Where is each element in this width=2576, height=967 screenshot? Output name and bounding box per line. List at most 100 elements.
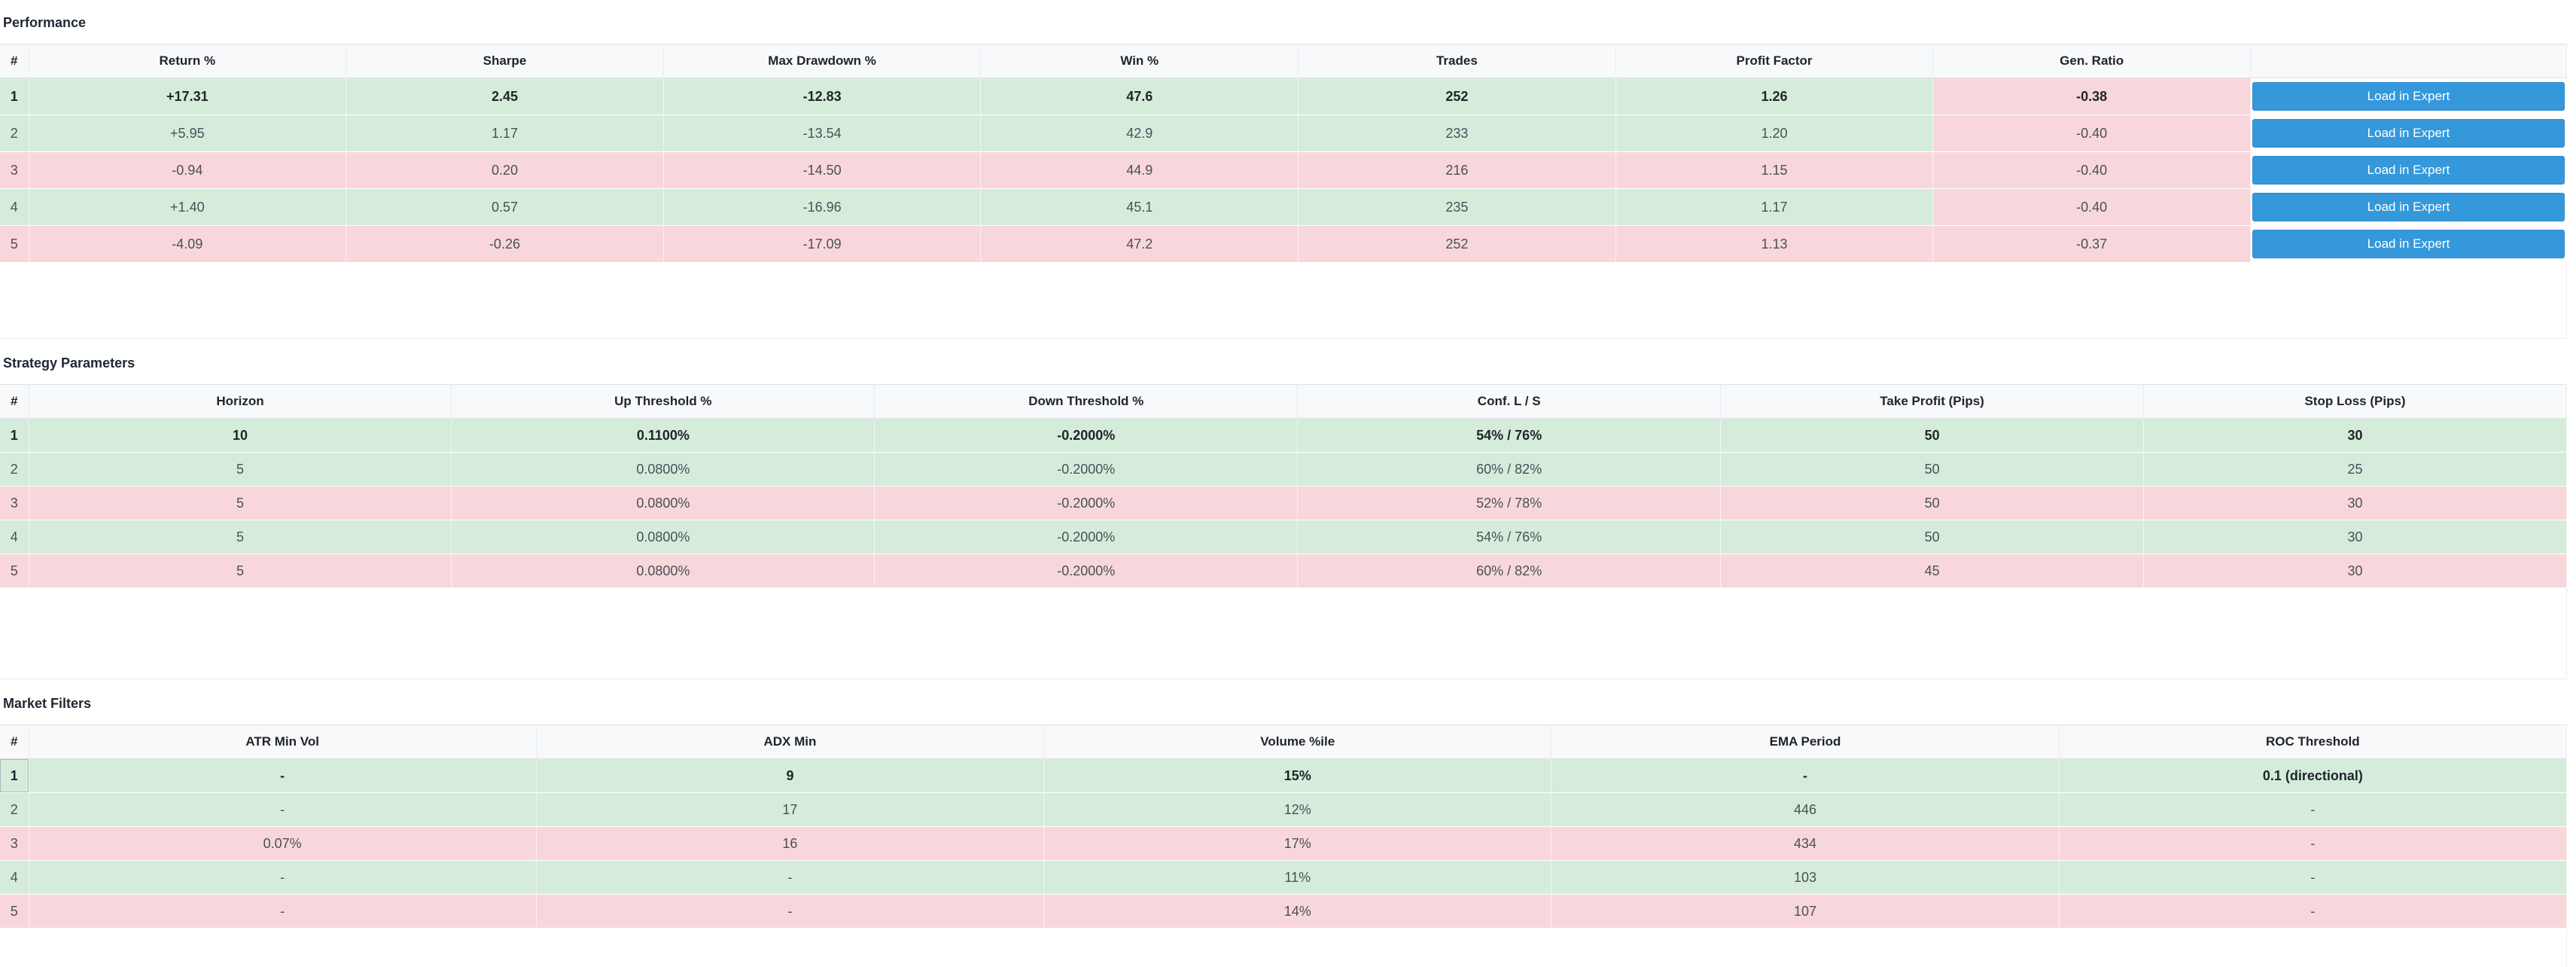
table-row[interactable]: 4 5 0.0800% -0.2000% 54% / 76% 50 30 bbox=[0, 520, 2567, 554]
table-cell: 1.20 bbox=[1615, 114, 1934, 152]
table-cell: 1.17 bbox=[346, 114, 664, 152]
table-cell: 50 bbox=[1720, 520, 2145, 554]
table-cell: 60% / 82% bbox=[1297, 554, 1722, 588]
table-cell: -0.40 bbox=[1932, 151, 2251, 189]
table-cell: - bbox=[2059, 826, 2568, 861]
table-cell: - bbox=[29, 860, 537, 895]
table-cell: 10 bbox=[29, 418, 452, 453]
table-row[interactable]: 5 5 0.0800% -0.2000% 60% / 82% 45 30 bbox=[0, 554, 2567, 588]
load-in-expert-button[interactable]: Load in Expert bbox=[2252, 119, 2565, 148]
table-row[interactable]: 4 +1.40 0.57 -16.96 45.1 235 1.17 -0.40 Load in … bbox=[0, 188, 2567, 226]
table-cell: - bbox=[29, 758, 537, 793]
table-row[interactable]: 3 -0.94 0.20 -14.50 44.9 216 1.15 -0.40 Load in … bbox=[0, 151, 2567, 189]
table-row[interactable]: 5- -14% 107- bbox=[0, 894, 2568, 929]
col-profit-factor: Profit Factor bbox=[1615, 44, 1934, 78]
table-cell: +1.40 bbox=[29, 188, 347, 226]
table-cell: -0.2000% bbox=[874, 452, 1299, 487]
table-cell: 45.1 bbox=[980, 188, 1299, 226]
table-cell: -0.2000% bbox=[874, 418, 1299, 453]
table-row[interactable]: 1 +17.31 2.45 -12.83 47.6 252 1.26 -0.38 Load in… bbox=[0, 78, 2567, 115]
strategy-panel: # Horizon Up Threshold % Down Threshold … bbox=[0, 384, 2567, 679]
col-atr-min-vol: ATR Min Vol bbox=[29, 724, 537, 759]
table-cell: 42.9 bbox=[980, 114, 1299, 152]
col-volume-percentile: Volume %ile bbox=[1043, 724, 1552, 759]
table-cell: - bbox=[536, 860, 1045, 895]
performance-table: # Return % Sharpe Max Drawdown % Win % T… bbox=[0, 44, 2567, 263]
col-win: Win % bbox=[980, 44, 1299, 78]
table-cell: 44.9 bbox=[980, 151, 1299, 189]
row-index: 2 bbox=[0, 452, 29, 487]
performance-header: # Return % Sharpe Max Drawdown % Win % T… bbox=[0, 44, 2567, 78]
col-take-profit: Take Profit (Pips) bbox=[1720, 384, 2145, 419]
table-cell: 0.1100% bbox=[451, 418, 875, 453]
strategy-table: # Horizon Up Threshold % Down Threshold … bbox=[0, 384, 2567, 588]
table-cell: +5.95 bbox=[29, 114, 347, 152]
table-cell: -0.2000% bbox=[874, 520, 1299, 554]
table-cell: - bbox=[1551, 758, 2060, 793]
table-row[interactable]: 1 10 0.1100% -0.2000% 54% / 76% 50 30 bbox=[0, 418, 2567, 453]
col-index: # bbox=[0, 384, 29, 419]
col-ema-period: EMA Period bbox=[1551, 724, 2060, 759]
row-index: 4 bbox=[0, 188, 29, 226]
table-cell: 5 bbox=[29, 554, 452, 588]
table-cell: -0.37 bbox=[1932, 225, 2251, 263]
load-in-expert-button[interactable]: Load in Expert bbox=[2252, 193, 2565, 221]
table-row[interactable]: 2-17 12% 446- bbox=[0, 792, 2568, 827]
table-row[interactable]: 4- -11% 103- bbox=[0, 860, 2568, 895]
table-cell: -0.26 bbox=[346, 225, 664, 263]
table-cell: 47.6 bbox=[980, 78, 1299, 115]
table-row[interactable]: 2 +5.95 1.17 -13.54 42.9 233 1.20 -0.40 Load in … bbox=[0, 114, 2567, 152]
table-cell: 60% / 82% bbox=[1297, 452, 1722, 487]
col-stop-loss: Stop Loss (Pips) bbox=[2143, 384, 2567, 419]
table-cell: 45 bbox=[1720, 554, 2145, 588]
col-index: # bbox=[0, 44, 29, 78]
row-index: 3 bbox=[0, 151, 29, 189]
strategy-body: 1 10 0.1100% -0.2000% 54% / 76% 50 30 2 5 0.0800%… bbox=[0, 418, 2567, 588]
table-cell: 30 bbox=[2143, 554, 2567, 588]
table-cell: 0.07% bbox=[29, 826, 537, 861]
table-cell: -0.2000% bbox=[874, 486, 1299, 520]
table-cell: 30 bbox=[2143, 520, 2567, 554]
col-index: # bbox=[0, 724, 29, 759]
table-cell: 17 bbox=[536, 792, 1045, 827]
table-cell: - bbox=[2059, 894, 2568, 929]
action-cell: Load in Expert bbox=[2250, 114, 2567, 152]
table-row[interactable]: 1-9 15% -0.1 (directional) bbox=[0, 758, 2568, 793]
table-cell: 14% bbox=[1043, 894, 1552, 929]
table-row[interactable]: 2 5 0.0800% -0.2000% 60% / 82% 50 25 bbox=[0, 452, 2567, 487]
table-cell: -0.2000% bbox=[874, 554, 1299, 588]
table-cell: 11% bbox=[1043, 860, 1552, 895]
table-cell: 0.20 bbox=[346, 151, 664, 189]
table-cell: 446 bbox=[1551, 792, 2060, 827]
table-cell: 0.1 (directional) bbox=[2059, 758, 2568, 793]
table-cell: 0.0800% bbox=[451, 452, 875, 487]
table-cell: +17.31 bbox=[29, 78, 347, 115]
table-cell: 235 bbox=[1298, 188, 1616, 226]
table-cell: 50 bbox=[1720, 452, 2145, 487]
table-row[interactable]: 3 0.07% 16 17% 434- bbox=[0, 826, 2568, 861]
table-cell: - bbox=[29, 894, 537, 929]
table-cell: 5 bbox=[29, 520, 452, 554]
table-cell: 15% bbox=[1043, 758, 1552, 793]
table-cell: 2.45 bbox=[346, 78, 664, 115]
table-cell: 1.15 bbox=[1615, 151, 1934, 189]
table-row[interactable]: 5 -4.09 -0.26 -17.09 47.2 252 1.13 -0.37 Load in… bbox=[0, 225, 2567, 263]
row-index: 4 bbox=[0, 860, 29, 895]
table-row[interactable]: 3 5 0.0800% -0.2000% 52% / 78% 50 30 bbox=[0, 486, 2567, 520]
table-cell: 30 bbox=[2143, 486, 2567, 520]
row-index: 4 bbox=[0, 520, 29, 554]
col-roc-threshold: ROC Threshold bbox=[2059, 724, 2568, 759]
table-cell: -16.96 bbox=[663, 188, 982, 226]
table-cell: 30 bbox=[2143, 418, 2567, 453]
col-down-threshold: Down Threshold % bbox=[874, 384, 1299, 419]
col-sharpe: Sharpe bbox=[346, 44, 664, 78]
load-in-expert-button[interactable]: Load in Expert bbox=[2252, 82, 2565, 111]
table-cell: 103 bbox=[1551, 860, 2060, 895]
table-cell: -0.94 bbox=[29, 151, 347, 189]
load-in-expert-button[interactable]: Load in Expert bbox=[2252, 230, 2565, 258]
table-cell: - bbox=[29, 792, 537, 827]
action-cell: Load in Expert bbox=[2250, 151, 2567, 189]
table-cell: 50 bbox=[1720, 418, 2145, 453]
table-cell: -0.40 bbox=[1932, 188, 2251, 226]
load-in-expert-button[interactable]: Load in Expert bbox=[2252, 156, 2565, 185]
